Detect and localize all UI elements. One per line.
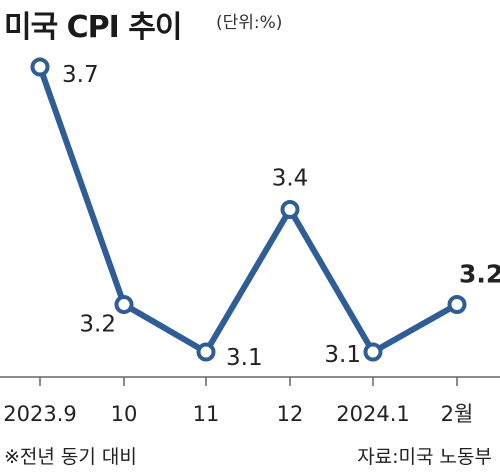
data-value-label: 3.1 (324, 342, 361, 368)
source-label: 자료:미국 노동부 (357, 446, 492, 468)
data-point-marker (447, 295, 467, 314)
x-tick-label: 2024.1 (336, 402, 409, 426)
data-value-label: 3.7 (62, 62, 99, 88)
unit-label: (단위:%) (216, 13, 283, 33)
x-tick-label: 12 (277, 402, 304, 426)
data-point-marker (363, 342, 383, 362)
data-point-marker (30, 57, 50, 77)
x-tick-label: 2월 (441, 402, 474, 426)
data-point-marker (114, 295, 134, 314)
x-tick-label: 10 (111, 402, 138, 426)
data-value-label: 3.2 (459, 260, 500, 289)
chart-title: 미국 CPI 추이 (4, 10, 182, 45)
data-point-marker (280, 200, 300, 219)
data-point-marker (196, 342, 216, 362)
data-value-label: 3.2 (79, 312, 116, 338)
x-tick-label: 11 (193, 402, 220, 426)
cpi-series-line (37, 64, 460, 355)
data-value-label: 3.4 (272, 166, 309, 192)
footnote: ※전년 동기 대비 (4, 446, 137, 468)
data-value-label: 3.1 (226, 345, 263, 371)
x-tick-label: 2023.9 (3, 402, 76, 426)
